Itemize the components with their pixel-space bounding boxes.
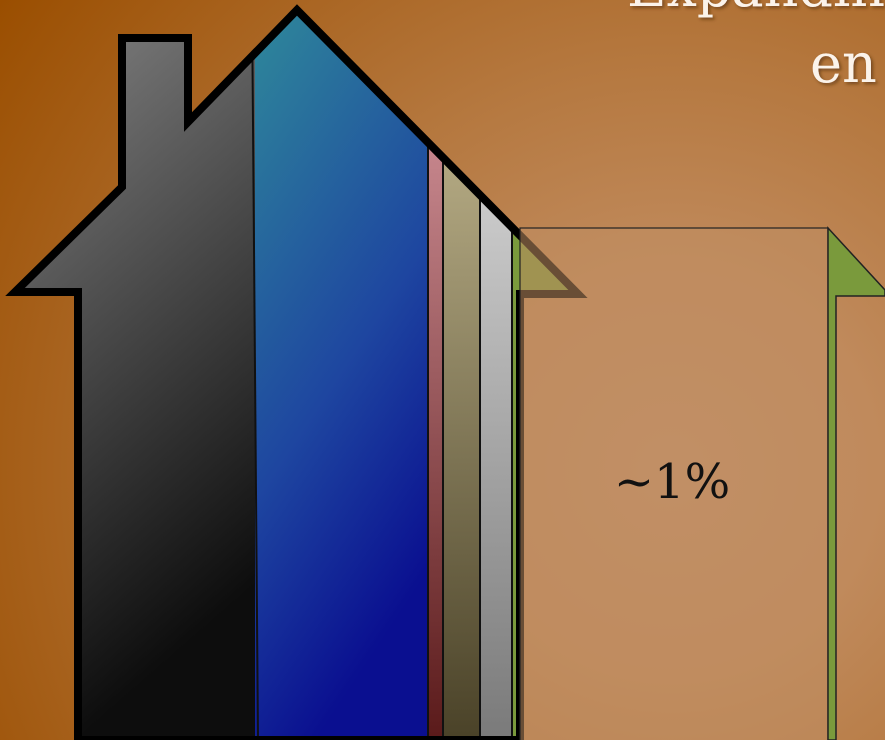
stripe-blue xyxy=(255,10,428,740)
title-line: en xyxy=(810,32,877,95)
house-outline xyxy=(5,4,588,740)
title-line: Expandin xyxy=(627,0,885,19)
callout-green-stripe xyxy=(827,226,885,740)
callout-label: ~1% xyxy=(614,454,730,510)
stripe-pink xyxy=(428,10,443,740)
